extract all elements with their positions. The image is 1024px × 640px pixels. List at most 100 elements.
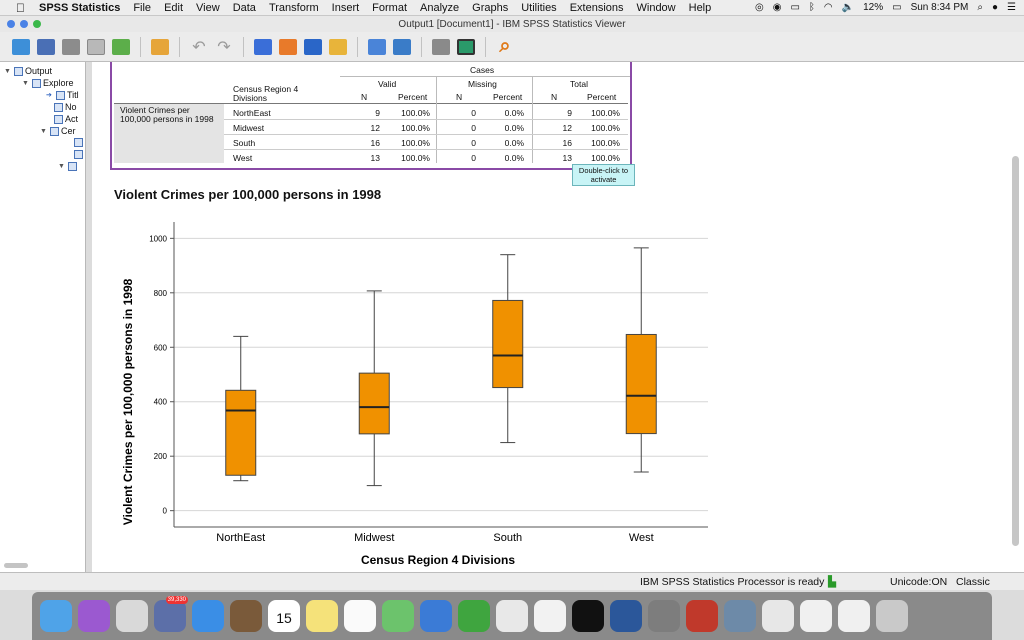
menu-help[interactable]: Help bbox=[679, 1, 712, 14]
box-midwest bbox=[358, 290, 390, 487]
goto-case-icon[interactable] bbox=[277, 36, 299, 58]
disclosure-arrow-icon[interactable]: ▼ bbox=[40, 127, 47, 135]
toolbar-divider bbox=[485, 36, 486, 57]
bluetooth-icon[interactable]: ᛒ bbox=[808, 2, 815, 13]
minimize-window-button[interactable] bbox=[20, 20, 28, 28]
menu-analyze[interactable]: Analyze bbox=[411, 1, 459, 14]
menu-window[interactable]: Window bbox=[627, 1, 676, 14]
designate-window-icon[interactable] bbox=[391, 36, 413, 58]
reminders-icon[interactable] bbox=[344, 600, 376, 632]
header-valid-n: N bbox=[361, 92, 368, 102]
menu-insert[interactable]: Insert bbox=[322, 1, 360, 14]
notes-icon[interactable] bbox=[306, 600, 338, 632]
word-icon[interactable] bbox=[610, 600, 642, 632]
vertical-scrollbar[interactable] bbox=[1012, 156, 1019, 546]
case-summary-table[interactable]: Cases Valid Missing Total Census Region … bbox=[110, 62, 632, 170]
show-output-icon[interactable] bbox=[366, 36, 388, 58]
siri-icon[interactable] bbox=[78, 600, 110, 632]
notification-center-icon[interactable]: ☰ bbox=[1007, 2, 1016, 13]
siri-menu-icon[interactable]: ● bbox=[991, 2, 999, 13]
close-window-button[interactable] bbox=[7, 20, 15, 28]
window-thumb-1-icon[interactable] bbox=[800, 600, 832, 632]
save-icon[interactable] bbox=[35, 36, 57, 58]
export-icon[interactable] bbox=[110, 36, 132, 58]
goto-variable-icon[interactable] bbox=[302, 36, 324, 58]
goto-data-icon[interactable] bbox=[252, 36, 274, 58]
nav-item-group[interactable]: ▼ bbox=[58, 162, 77, 171]
header-bottom-rule bbox=[114, 103, 628, 104]
menu-utilities[interactable]: Utilities bbox=[512, 1, 556, 14]
launchpad-icon[interactable] bbox=[116, 600, 148, 632]
nav-item-chart[interactable] bbox=[74, 150, 83, 159]
nav-item-title[interactable]: ➔ Titl bbox=[46, 90, 79, 100]
disclosure-arrow-icon[interactable]: ▼ bbox=[58, 163, 65, 170]
airplay-icon[interactable]: ▭ bbox=[790, 2, 800, 13]
nav-item-census[interactable]: ▼ Cer bbox=[40, 126, 76, 136]
variables-icon[interactable] bbox=[327, 36, 349, 58]
header-cases: Cases bbox=[470, 65, 495, 75]
window-thumb-2-icon[interactable] bbox=[838, 600, 870, 632]
photos-stamp-icon[interactable]: 39,330 bbox=[154, 596, 188, 632]
navigator-scrollbar[interactable] bbox=[4, 563, 28, 568]
clock[interactable]: Sun 8:34 PM bbox=[910, 2, 969, 13]
print-icon[interactable] bbox=[60, 36, 82, 58]
menu-file[interactable]: File bbox=[124, 1, 151, 14]
battery-icon[interactable]: ▭ bbox=[892, 2, 902, 13]
contacts-icon[interactable] bbox=[230, 600, 262, 632]
menu-data[interactable]: Data bbox=[223, 1, 256, 14]
menu-view[interactable]: View bbox=[187, 1, 220, 14]
creative-cloud-icon[interactable]: ◎ bbox=[754, 2, 764, 13]
nav-item-output[interactable]: ▼ Output bbox=[4, 66, 52, 76]
spotlight-icon[interactable]: ⌕ bbox=[977, 2, 983, 13]
keynote-icon[interactable] bbox=[496, 600, 528, 632]
open-icon[interactable] bbox=[10, 36, 32, 58]
volume-icon[interactable]: 🔈 bbox=[841, 2, 855, 13]
row-rule bbox=[224, 134, 628, 135]
numbers-icon[interactable] bbox=[458, 600, 490, 632]
menu-edit[interactable]: Edit bbox=[155, 1, 183, 14]
nav-item-active-dataset[interactable]: Act bbox=[54, 114, 78, 124]
wifi-icon[interactable]: ◠ bbox=[823, 2, 833, 13]
boxplot-chart[interactable]: 0 200 400 600 800 1000 NorthEast Midwest South W… bbox=[92, 212, 732, 572]
maps-icon[interactable] bbox=[382, 600, 414, 632]
tv-icon[interactable] bbox=[572, 600, 604, 632]
header-valid-percent: Percent bbox=[398, 92, 428, 102]
nav-item-notes[interactable]: No bbox=[54, 102, 77, 112]
menu-extensions[interactable]: Extensions bbox=[560, 1, 624, 14]
pen-icon[interactable] bbox=[420, 600, 452, 632]
create-chart-icon[interactable] bbox=[455, 36, 477, 58]
redo-icon[interactable]: ↷ bbox=[217, 38, 231, 56]
menu-format[interactable]: Format bbox=[363, 1, 407, 14]
hidden-icon[interactable] bbox=[430, 36, 452, 58]
output-content[interactable]: Cases Valid Missing Total Census Region … bbox=[92, 62, 1024, 572]
search-icon[interactable]: ⌕ bbox=[499, 35, 511, 57]
system-preferences-icon[interactable] bbox=[648, 600, 680, 632]
trash-icon[interactable] bbox=[876, 600, 908, 632]
battery-percent[interactable]: 12% bbox=[863, 2, 884, 13]
nav-item-table[interactable] bbox=[74, 138, 83, 147]
chrome-icon[interactable] bbox=[762, 600, 794, 632]
y-axis-label: Violent Crimes per 100,000 persons in 19… bbox=[121, 278, 135, 525]
finder-icon[interactable] bbox=[40, 600, 72, 632]
safari-icon[interactable] bbox=[192, 600, 224, 632]
spss-icon[interactable] bbox=[686, 600, 718, 632]
cell-missing-percent: 0.0% bbox=[504, 123, 524, 133]
nav-item-explore[interactable]: ▼ Explore bbox=[22, 78, 74, 88]
book-icon bbox=[50, 126, 59, 136]
cell-missing-n: 0 bbox=[471, 108, 476, 118]
apple-icon[interactable]:  bbox=[16, 1, 25, 15]
calendar-icon[interactable]: 15 bbox=[268, 600, 300, 632]
disclosure-arrow-icon[interactable]: ▼ bbox=[4, 67, 11, 75]
user-switch-icon[interactable]: ◉ bbox=[772, 2, 782, 13]
recall-dialog-icon[interactable] bbox=[149, 36, 171, 58]
table-icon bbox=[74, 138, 83, 147]
menu-graphs[interactable]: Graphs bbox=[463, 1, 508, 14]
music-icon[interactable] bbox=[534, 600, 566, 632]
print-preview-icon[interactable] bbox=[85, 36, 107, 58]
disclosure-arrow-icon[interactable]: ▼ bbox=[22, 79, 29, 87]
app-menu[interactable]: SPSS Statistics bbox=[30, 1, 120, 14]
undo-icon[interactable]: ↶ bbox=[192, 38, 206, 56]
zoom-window-button[interactable] bbox=[33, 20, 41, 28]
preview-icon[interactable] bbox=[724, 600, 756, 632]
menu-transform[interactable]: Transform bbox=[259, 1, 319, 14]
